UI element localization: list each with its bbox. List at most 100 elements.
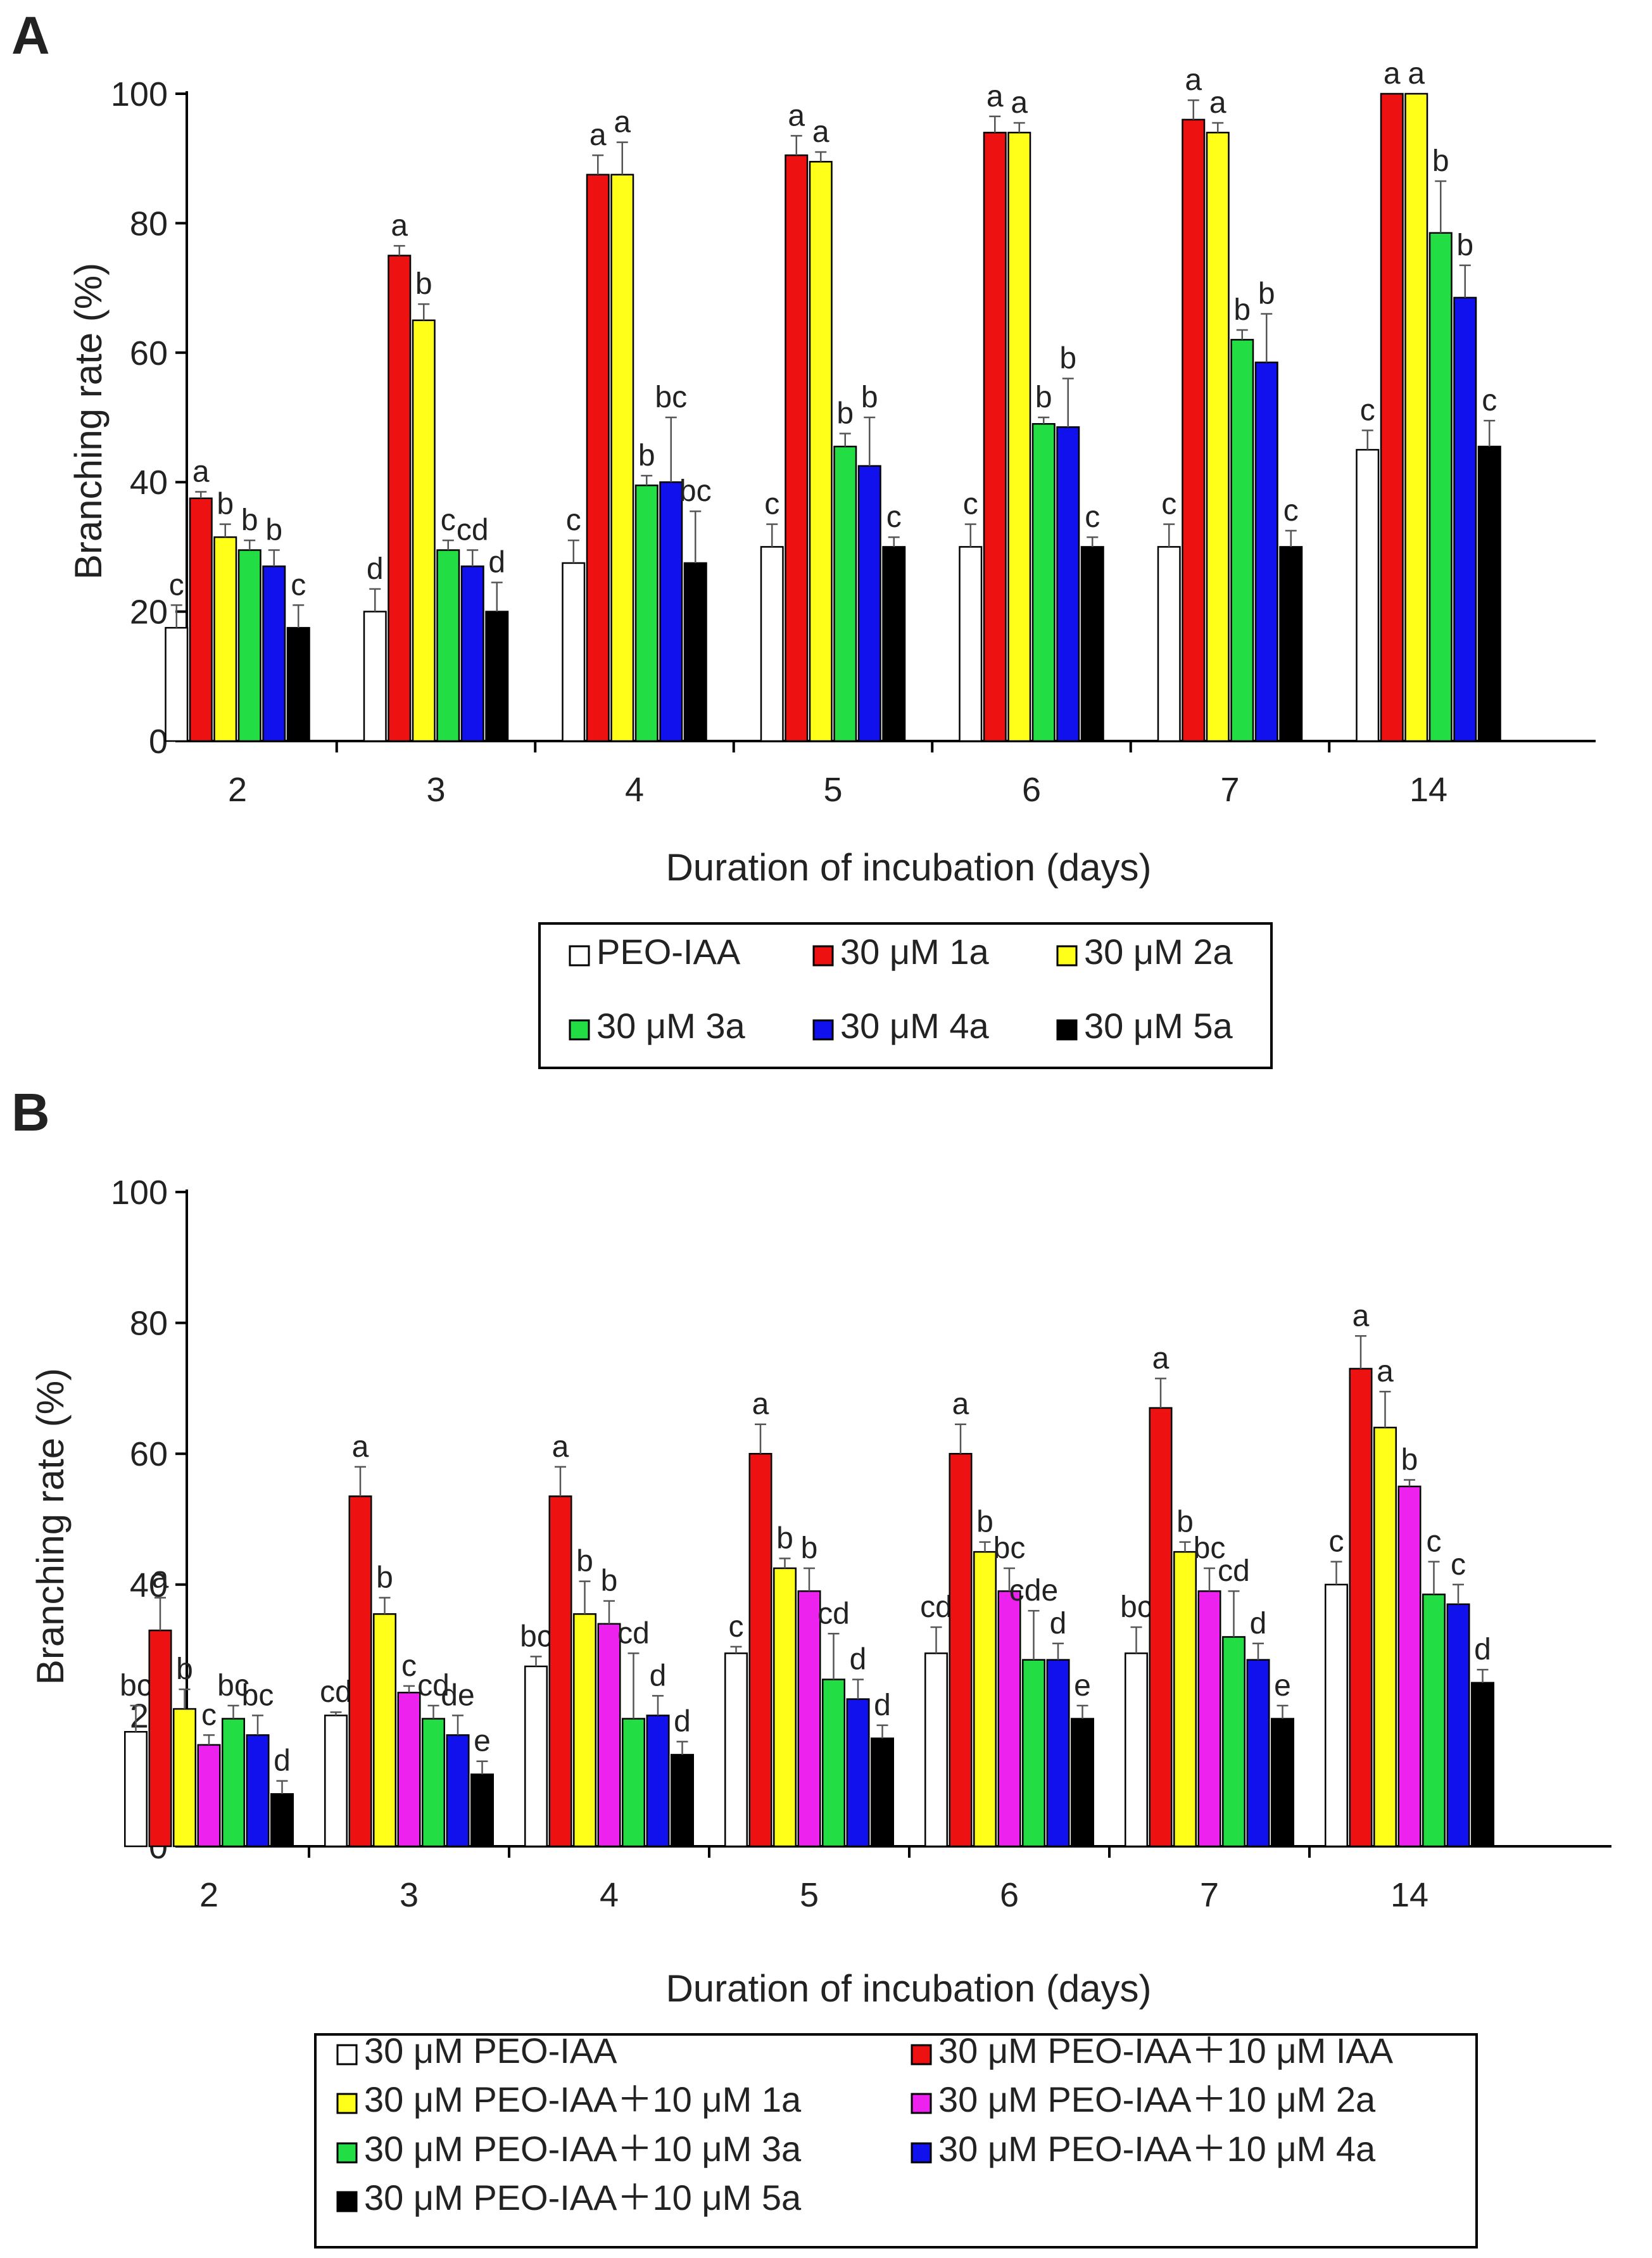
panel-b-significance-letter: cd xyxy=(320,1675,352,1709)
panel-a-significance-letter: a xyxy=(987,80,1004,113)
panel-b-legend-label: 30 μM PEO-IAA＋10 μM 1a xyxy=(364,2079,802,2119)
panel-b-significance-letter: b xyxy=(576,1545,593,1578)
panel-b-significance-letter: b xyxy=(376,1561,393,1594)
panel-a-significance-letter: b xyxy=(861,381,878,414)
panel-b-bar xyxy=(124,1730,148,1848)
panel-a-y-tick-label: 40 xyxy=(130,464,168,502)
panel-a-x-tick-label: 14 xyxy=(1409,771,1447,809)
panel-a-bar xyxy=(959,546,983,742)
panel-a-legend-label: PEO-IAA xyxy=(596,932,741,972)
panel-a-y-tick-label: 0 xyxy=(149,723,168,761)
panel-a-x-tick-label: 3 xyxy=(426,771,445,809)
panel-b-bar xyxy=(1222,1636,1245,1848)
panel-a-bar xyxy=(659,481,683,742)
panel-b-x-tick-label: 5 xyxy=(800,1876,819,1914)
panel-b-significance-letter: bc xyxy=(520,1620,552,1653)
panel-a-bar xyxy=(1356,448,1380,742)
panel-b-legend-label: 30 μM PEO-IAA xyxy=(364,2031,617,2071)
panel-a-x-tick-label: 4 xyxy=(625,771,644,809)
panel-a-bar xyxy=(1428,232,1453,742)
panel-a-legend-swatch xyxy=(812,945,834,967)
panel-a-x-tick-label: 2 xyxy=(228,771,247,809)
panel-b-significance-letter: bc xyxy=(120,1669,152,1703)
panel-a-significance-letter: c xyxy=(1161,488,1176,521)
panel-b-x-axis-title: Duration of incubation (days) xyxy=(665,1967,1151,2010)
panel-b-significance-letter: a xyxy=(1352,1299,1370,1333)
panel-b-legend-swatch xyxy=(336,2142,358,2164)
panel-b-bar xyxy=(1271,1718,1294,1848)
panel-a-legend-label: 30 μM 2a xyxy=(1084,932,1233,972)
panel-b-y-tick-label: 80 xyxy=(130,1305,168,1343)
panel-a-significance-letter: c xyxy=(764,488,779,521)
panel-b-bar xyxy=(597,1623,621,1848)
panel-a-significance-letter: a xyxy=(1384,57,1401,91)
panel-a-legend-label: 30 μM 1a xyxy=(840,932,989,972)
panel-b-significance-letter: cd xyxy=(817,1597,850,1630)
panel-b-bar xyxy=(1397,1485,1422,1848)
panel-a-significance-letter: d xyxy=(488,546,505,580)
panel-a-significance-letter: b xyxy=(638,439,655,473)
panel-a-bar xyxy=(1080,546,1104,742)
panel-b-bar xyxy=(470,1773,494,1848)
panel-a-bar xyxy=(634,485,659,742)
panel-b-x-tick-label: 2 xyxy=(199,1876,218,1914)
panel-b-significance-letter: b xyxy=(776,1521,793,1555)
panel-b-bar xyxy=(1471,1682,1494,1848)
panel-b-bar xyxy=(924,1652,948,1848)
panel-b-significance-letter: c xyxy=(201,1698,217,1732)
panel-b-significance-letter: b xyxy=(1176,1506,1194,1539)
panel-a-y-axis-title: Branching rate (%) xyxy=(67,263,110,580)
panel-b-x-tick-label: 4 xyxy=(600,1876,619,1914)
panel-b-significance-letter: d xyxy=(274,1744,291,1778)
panel-b-bar xyxy=(1173,1551,1197,1848)
panel-a-bar xyxy=(833,445,857,742)
panel-b-significance-letter: a xyxy=(1152,1341,1170,1375)
panel-a-significance-letter: a xyxy=(614,106,631,139)
panel-b-significance-letter: c xyxy=(1451,1548,1466,1582)
panel-b-significance-letter: e xyxy=(474,1725,491,1758)
panel-b-bar xyxy=(871,1737,894,1848)
panel-a-significance-letter: c xyxy=(291,568,306,602)
panel-a-significance-letter: a xyxy=(391,209,408,243)
panel-b-bar xyxy=(222,1718,245,1848)
panel-b-legend-label: 30 μM PEO-IAA＋10 μM IAA xyxy=(938,2031,1394,2071)
panel-b-bar xyxy=(1046,1659,1070,1848)
panel-b-significance-letter: bc xyxy=(1120,1590,1152,1624)
panel-a-y-tick-label: 100 xyxy=(111,75,168,113)
panel-a-significance-letter: d xyxy=(367,552,384,586)
panel-b-significance-letter: a xyxy=(552,1430,569,1464)
panel-b-legend-swatch xyxy=(336,2191,358,2212)
panel-a-legend-label: 30 μM 3a xyxy=(596,1006,745,1046)
panel-b-significance-letter: d xyxy=(674,1705,691,1739)
panel-b-bar xyxy=(622,1718,645,1848)
panel-b-bar xyxy=(846,1698,870,1848)
panel-b-bar xyxy=(748,1452,772,1848)
panel-a-significance-letter: a xyxy=(788,99,805,132)
panel-a-bar xyxy=(436,549,460,742)
panel-a-bar xyxy=(983,132,1007,742)
panel-a-bar xyxy=(1206,132,1230,742)
panel-b-significance-letter: d xyxy=(650,1659,667,1692)
panel-a-bar xyxy=(586,174,610,742)
panel-b-y-tick-label: 60 xyxy=(130,1435,168,1473)
panel-a-significance-letter: a xyxy=(192,455,210,489)
panel-b-significance-letter: b xyxy=(801,1532,818,1565)
panel-b-bar xyxy=(797,1590,821,1848)
panel-a-significance-letter: b xyxy=(1258,277,1275,310)
panel-a-significance-letter: cd xyxy=(457,514,489,547)
panel-b-significance-letter: d xyxy=(1050,1607,1067,1640)
panel-b-bar xyxy=(1197,1590,1221,1848)
panel-b-significance-letter: d xyxy=(1250,1607,1267,1640)
panel-b-x-tick-label: 6 xyxy=(1000,1876,1019,1914)
panel-b-legend-swatch xyxy=(911,2044,932,2065)
panel-a-significance-letter: a xyxy=(590,118,607,152)
panel-a-significance-letter: b xyxy=(1035,381,1052,414)
panel-b-bar xyxy=(973,1551,997,1848)
panel-a-significance-letter: c xyxy=(1085,500,1100,534)
panel-b-bar xyxy=(148,1629,172,1848)
panel-b-y-axis-title: Branching rate (%) xyxy=(29,1368,72,1685)
panel-b-bar xyxy=(1246,1659,1270,1848)
panel-b-significance-letter: bc xyxy=(242,1678,274,1712)
panel-a-significance-letter: a xyxy=(1011,86,1028,120)
panel-a-significance-letter: b xyxy=(1432,144,1449,178)
